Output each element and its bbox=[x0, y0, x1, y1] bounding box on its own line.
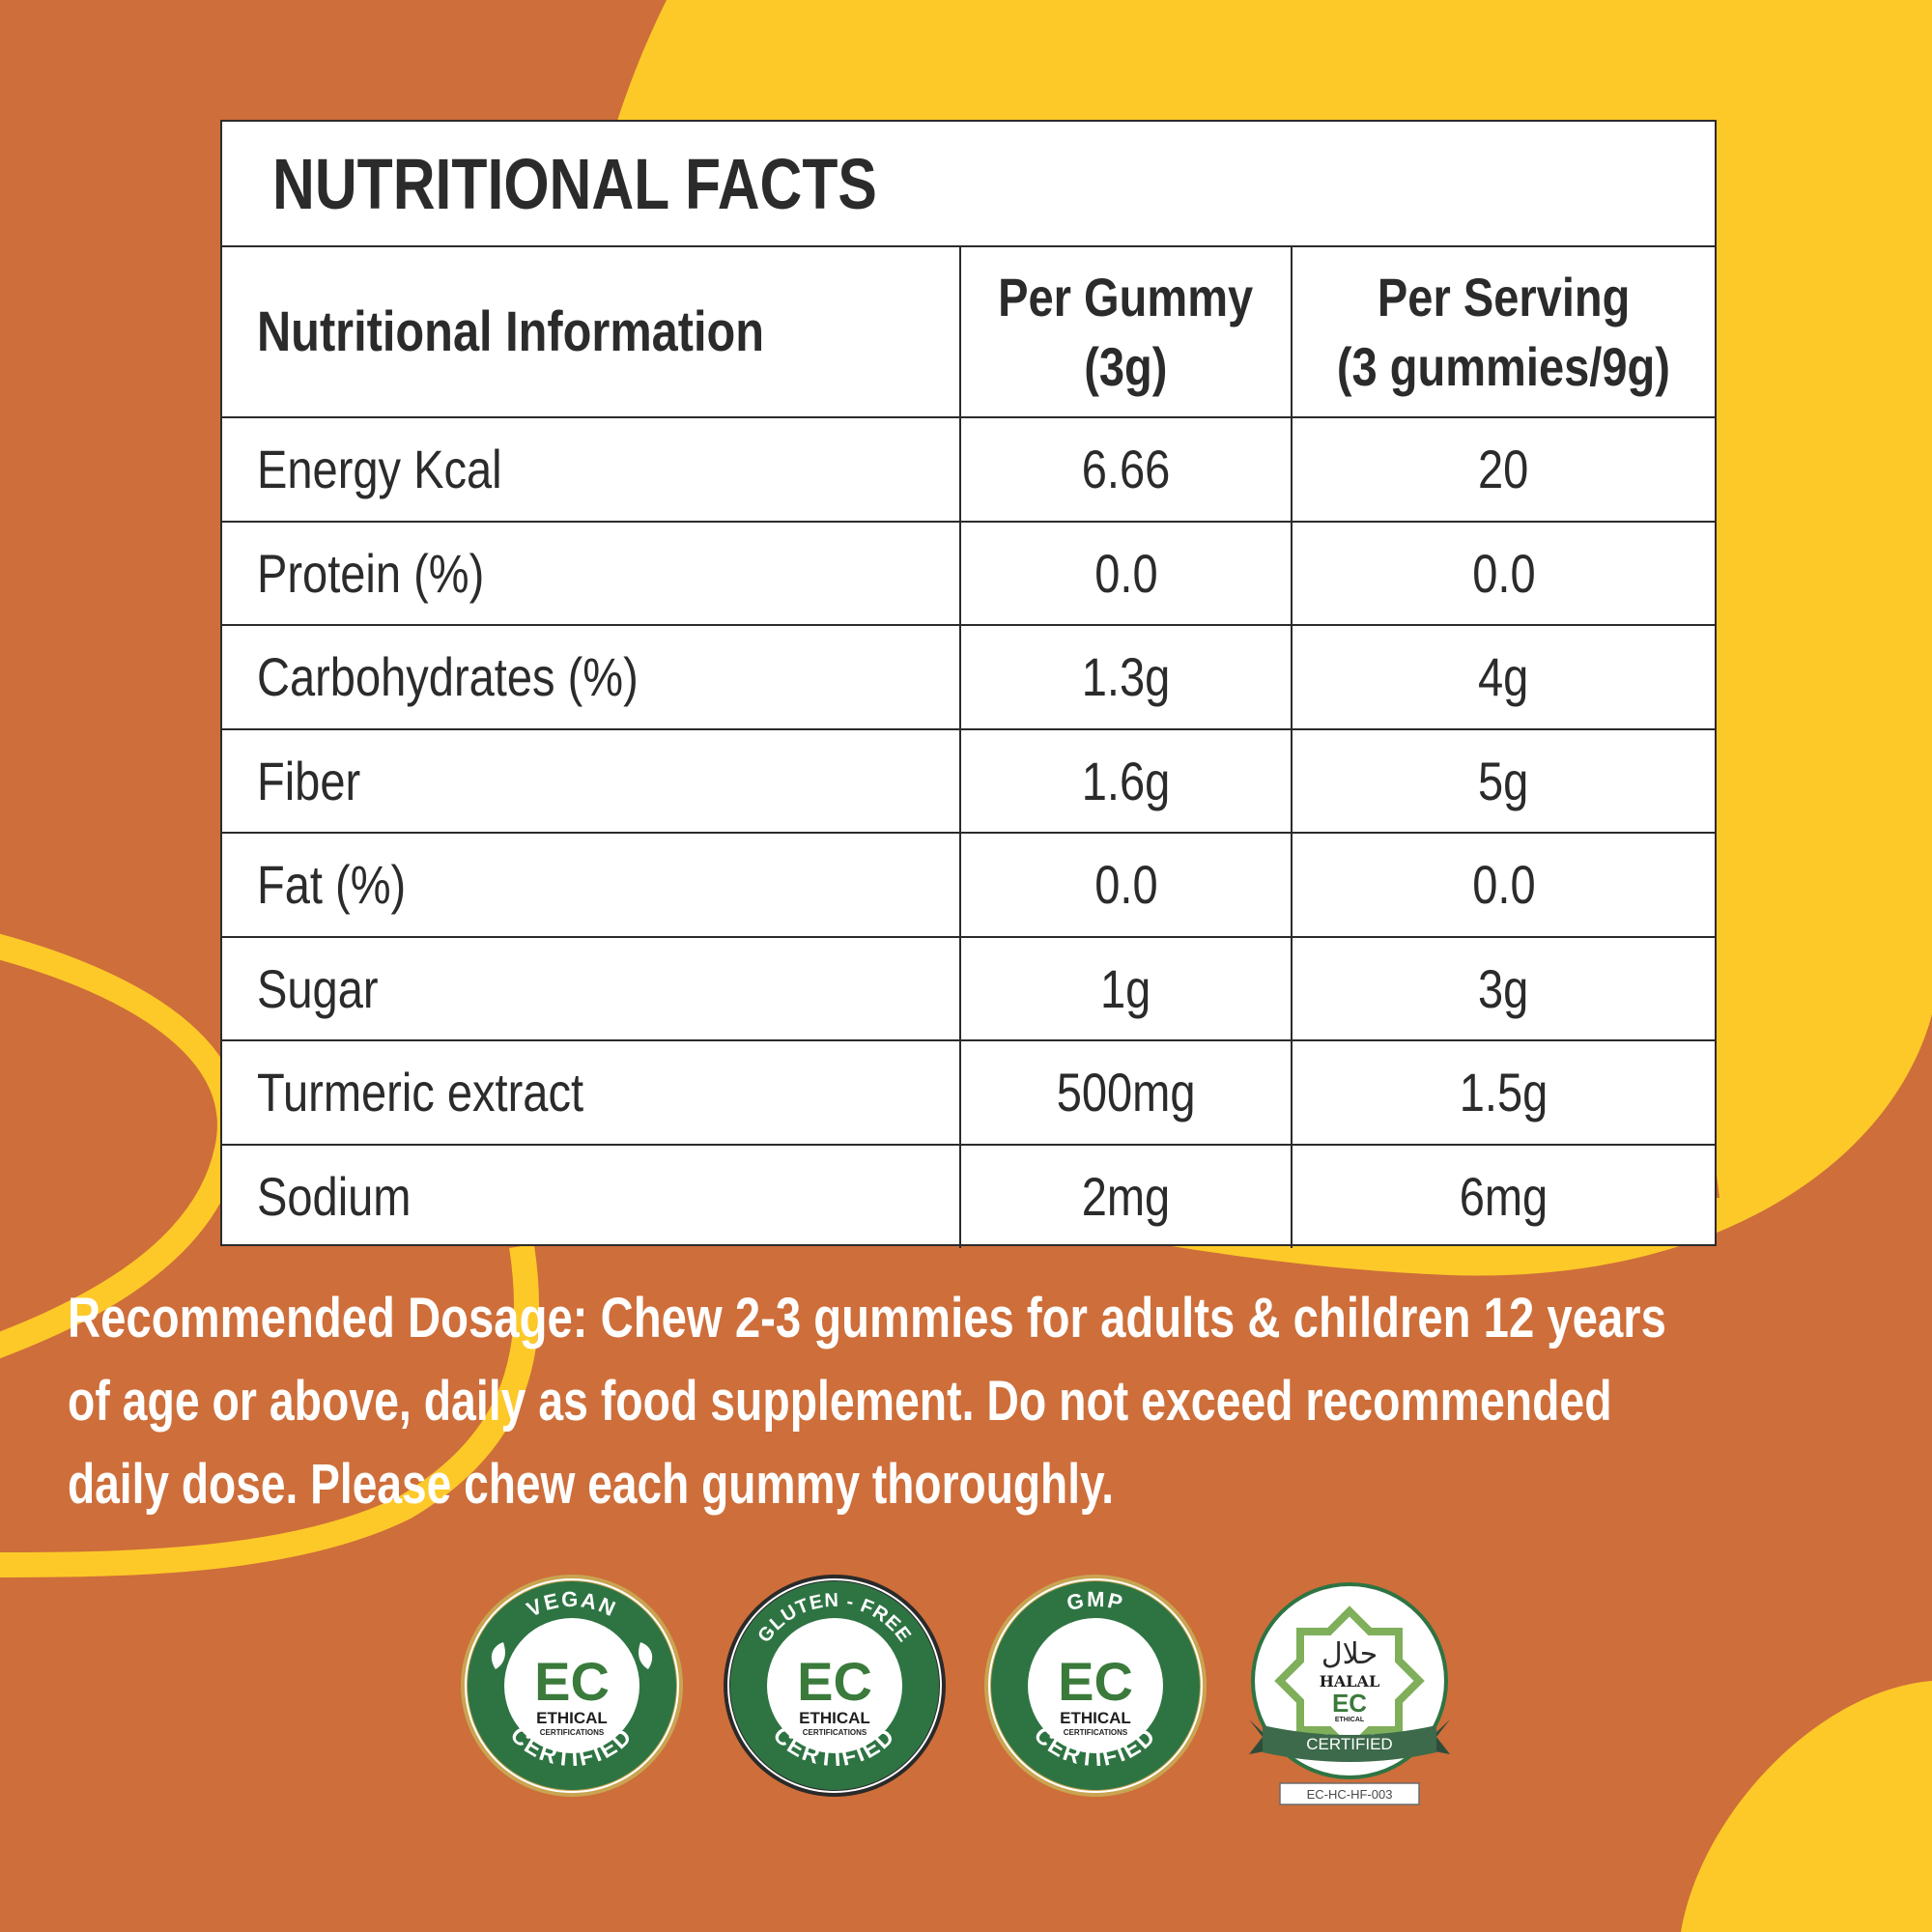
header-per-serving: Per Serving (3 gummies/9g) bbox=[1291, 247, 1715, 418]
table-row: Carbohydrates (%) 1.3g 4g bbox=[222, 624, 1715, 730]
table-row: Sodium 2mg 6mg bbox=[222, 1143, 1715, 1248]
table-row: Protein (%) 0.0 0.0 bbox=[222, 520, 1715, 626]
dosage-instructions: Recommended Dosage: Chew 2-3 gummies for… bbox=[68, 1277, 1884, 1526]
per-gummy-value: 2mg bbox=[959, 1143, 1293, 1248]
nutrient-name: Protein (%) bbox=[222, 520, 961, 626]
table-row: Fat (%) 0.0 0.0 bbox=[222, 832, 1715, 938]
table-row: Sugar 1g 3g bbox=[222, 935, 1715, 1041]
dosage-line: daily dose. Please chew each gummy thoro… bbox=[68, 1453, 1115, 1516]
per-gummy-value: 1g bbox=[959, 935, 1293, 1041]
yellow-swoosh-lower bbox=[0, 1244, 539, 1577]
badge-org-sub: CERTIFICATIONS bbox=[540, 1728, 605, 1737]
badge-logo: EC bbox=[797, 1651, 872, 1712]
gmp-certified-badge: GMP CERTIFIED EC ETHICAL CERTIFICATIONS bbox=[982, 1573, 1208, 1799]
dosage-line: of age or above, daily as food supplemen… bbox=[68, 1370, 1612, 1433]
gluten-free-certified-badge: GLUTEN - FREE CERTIFIED EC ETHICAL CERTI… bbox=[722, 1573, 948, 1799]
badge-logo: EC bbox=[534, 1651, 610, 1712]
vegan-certified-badge: VEGAN CERTIFIED EC ETHICAL CERTIFICATION… bbox=[459, 1573, 685, 1799]
nutrient-name: Sugar bbox=[222, 935, 961, 1041]
per-serving-value: 0.0 bbox=[1291, 832, 1715, 938]
badge-logo: EC bbox=[1058, 1651, 1133, 1712]
per-serving-value: 4g bbox=[1291, 624, 1715, 730]
nutrient-name: Fiber bbox=[222, 727, 961, 834]
nutrient-name: Fat (%) bbox=[222, 832, 961, 938]
star-octagram-icon bbox=[1274, 1605, 1425, 1756]
per-serving-value: 6mg bbox=[1291, 1143, 1715, 1248]
leaf-icon bbox=[491, 1642, 653, 1669]
table-row: Energy Kcal 6.66 20 bbox=[222, 416, 1715, 523]
svg-text:GMP: GMP bbox=[1065, 1587, 1126, 1615]
badge-org: ETHICAL bbox=[536, 1709, 608, 1727]
badge-org-sub: CERTIFICATIONS bbox=[803, 1728, 867, 1737]
header-row: Nutritional Information Per Gummy (3g) P… bbox=[222, 247, 1715, 418]
per-gummy-value: 1.6g bbox=[959, 727, 1293, 834]
certificate-code: EC-HC-HF-003 bbox=[1307, 1787, 1393, 1802]
ribbon-text: CERTIFIED bbox=[1306, 1735, 1392, 1753]
yellow-blob-bottom-right bbox=[1681, 1681, 1932, 1932]
halal-certified-badge: حلال HALAL EC ETHICAL CERTIFIED EC-HC-HF… bbox=[1241, 1582, 1473, 1814]
badge-org-sub: CERTIFICATIONS bbox=[1064, 1728, 1128, 1737]
nutrient-name: Carbohydrates (%) bbox=[222, 624, 961, 730]
per-serving-value: 1.5g bbox=[1291, 1039, 1715, 1146]
badge-org: ETHICAL bbox=[1335, 1717, 1365, 1723]
badge-top-text: GMP bbox=[1065, 1587, 1124, 1615]
certified-ribbon bbox=[1249, 1719, 1450, 1762]
per-gummy-value: 0.0 bbox=[959, 520, 1293, 626]
facts-grid: Nutritional Information Per Gummy (3g) P… bbox=[222, 247, 1715, 1248]
header-per-gummy: Per Gummy (3g) bbox=[959, 247, 1293, 418]
per-serving-value: 0.0 bbox=[1291, 520, 1715, 626]
per-gummy-value: 500mg bbox=[959, 1039, 1293, 1146]
dosage-line: Recommended Dosage: Chew 2-3 gummies for… bbox=[68, 1287, 1666, 1350]
nutrient-name: Energy Kcal bbox=[222, 416, 961, 523]
per-gummy-value: 1.3g bbox=[959, 624, 1293, 730]
nutrient-name: Turmeric extract bbox=[222, 1039, 961, 1146]
per-gummy-value: 6.66 bbox=[959, 416, 1293, 523]
per-serving-value: 20 bbox=[1291, 416, 1715, 523]
nutrient-name: Sodium bbox=[222, 1143, 961, 1248]
table-row: Turmeric extract 500mg 1.5g bbox=[222, 1039, 1715, 1146]
per-gummy-value: 0.0 bbox=[959, 832, 1293, 938]
facts-title: NUTRITIONAL FACTS bbox=[222, 122, 1715, 247]
per-serving-value: 5g bbox=[1291, 727, 1715, 834]
halal-label: HALAL bbox=[1320, 1672, 1379, 1690]
header-nutritional-information: Nutritional Information bbox=[222, 247, 961, 418]
per-serving-value: 3g bbox=[1291, 935, 1715, 1041]
badge-logo: EC bbox=[1332, 1689, 1367, 1718]
badge-org: ETHICAL bbox=[799, 1709, 870, 1727]
halal-arabic-text: حلال bbox=[1321, 1637, 1378, 1671]
badge-org: ETHICAL bbox=[1060, 1709, 1131, 1727]
nutrition-facts-table: NUTRITIONAL FACTS Nutritional Informatio… bbox=[220, 120, 1717, 1248]
table-row: Fiber 1.6g 5g bbox=[222, 727, 1715, 834]
